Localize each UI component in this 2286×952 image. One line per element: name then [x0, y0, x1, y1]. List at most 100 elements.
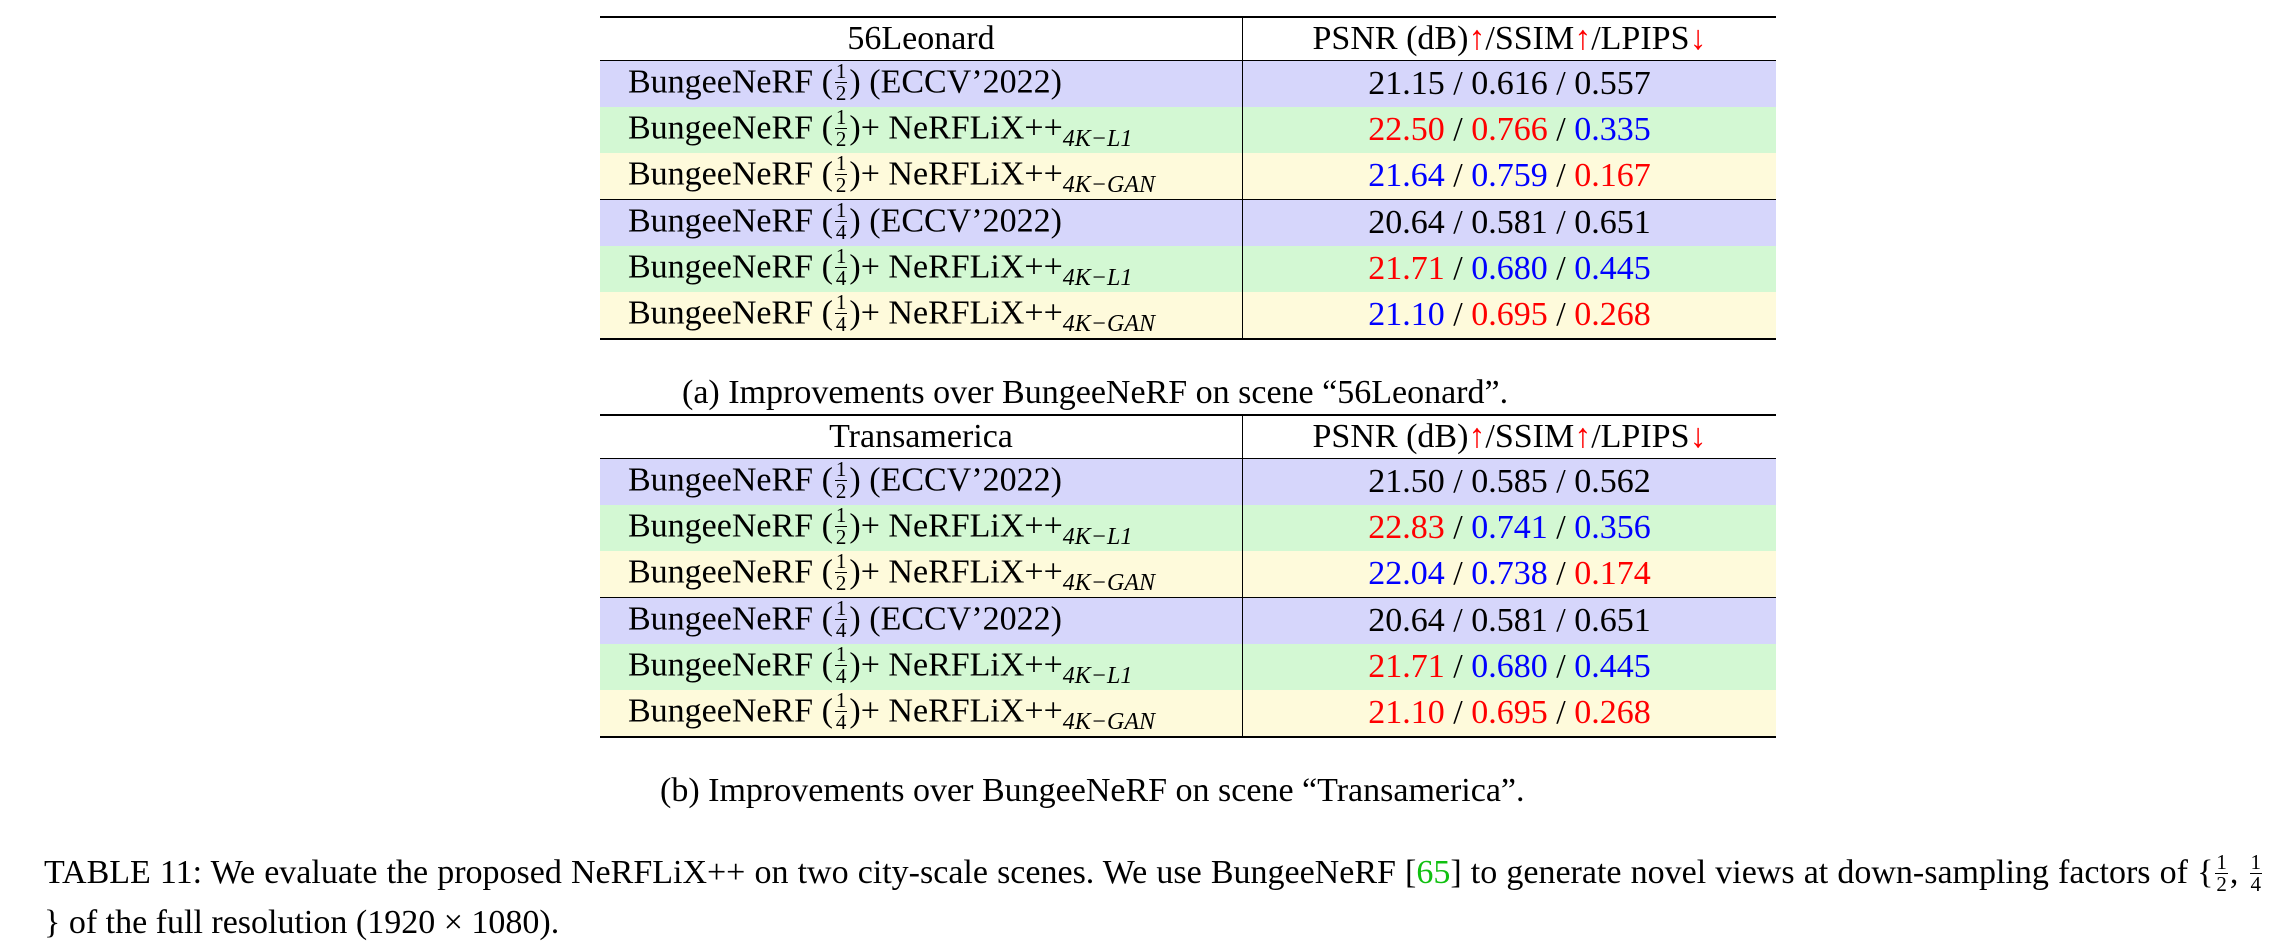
ssim-header-label: /SSIM	[1485, 20, 1575, 57]
citation-link[interactable]: 65	[1416, 854, 1451, 891]
fraction-denominator: 2	[835, 80, 847, 105]
lpips-header-label: /LPIPS	[1591, 418, 1690, 455]
metrics-cell: 22.50 / 0.766 / 0.335	[1242, 107, 1776, 153]
lpips-value: 0.445	[1574, 648, 1651, 685]
ssim-value: 0.585	[1471, 463, 1548, 500]
metrics-cell: 21.64 / 0.759 / 0.167	[1242, 153, 1776, 200]
metrics-cell: 21.10 / 0.695 / 0.268	[1242, 292, 1776, 340]
method-subscript: 4K−GAN	[1062, 708, 1155, 735]
caption-text-1: We evaluate the proposed NeRFLiX++ on tw…	[202, 854, 1417, 891]
method-prefix: BungeeNeRF (	[628, 293, 833, 331]
ssim-value: 0.759	[1471, 157, 1548, 194]
lpips-value: 0.174	[1574, 555, 1651, 592]
lpips-value: 0.557	[1574, 65, 1651, 102]
down-arrow-icon: ↓	[1689, 418, 1707, 455]
fraction-denominator: 2	[835, 524, 847, 549]
fraction-numerator: 1	[834, 243, 848, 268]
fraction-numerator: 1	[2249, 849, 2263, 874]
metrics-cell: 21.15 / 0.616 / 0.557	[1242, 60, 1776, 107]
fraction-denominator: 2	[835, 570, 847, 595]
metrics-cell: 22.04 / 0.738 / 0.174	[1242, 551, 1776, 598]
psnr-value: 22.50	[1368, 111, 1445, 148]
fraction-numerator: 1	[2215, 849, 2228, 874]
method-subscript: 4K−GAN	[1062, 310, 1155, 337]
method-prefix: BungeeNeRF (	[628, 506, 833, 544]
psnr-value: 21.10	[1368, 296, 1445, 333]
method-prefix: BungeeNeRF (	[628, 154, 833, 192]
table-row: BungeeNeRF (1 4) (ECCV’2022) 20.64 / 0.581…	[600, 597, 1776, 644]
ssim-value: 0.616	[1471, 65, 1548, 102]
table-caption: TABLE 11: We evaluate the proposed NeRFL…	[44, 848, 2264, 948]
results-table-transamerica: Transamerica PSNR (dB)↑/SSIM↑/LPIPS↓ Bun…	[600, 414, 1776, 738]
method-cell: BungeeNeRF (1 2) (ECCV’2022)	[600, 458, 1243, 506]
method-suffix: )+ NeRFLiX++	[849, 293, 1063, 331]
psnr-value: 21.64	[1368, 157, 1445, 194]
method-suffix: ) (ECCV’2022)	[849, 201, 1062, 239]
fraction-denominator: 2	[835, 172, 847, 197]
fraction-numerator: 1	[834, 687, 848, 712]
psnr-value: 21.71	[1368, 648, 1445, 685]
method-cell: BungeeNeRF (1 4)+ NeRFLiX++4K−GAN	[600, 687, 1243, 738]
subcaption-b: (b) Improvements over BungeeNeRF on scen…	[660, 772, 1525, 809]
fraction-numerator: 1	[834, 58, 848, 83]
method-prefix: BungeeNeRF (	[628, 599, 833, 637]
ssim-value: 0.695	[1471, 296, 1548, 333]
down-arrow-icon: ↓	[1689, 20, 1707, 57]
up-arrow-icon: ↑	[1574, 418, 1592, 455]
fraction-denominator: 2	[835, 126, 847, 151]
table-row: BungeeNeRF (1 4)+ NeRFLiX++4K−GAN 21.10 / …	[600, 687, 1776, 738]
method-subscript: 4K−L1	[1062, 523, 1133, 550]
method-cell: BungeeNeRF (1 2)+ NeRFLiX++4K−GAN	[600, 152, 1243, 200]
table-row: BungeeNeRF (1 2) (ECCV’2022) 21.50 / 0.585…	[600, 458, 1776, 506]
method-prefix: BungeeNeRF (	[628, 552, 833, 590]
method-subscript: 4K−L1	[1062, 662, 1133, 689]
psnr-value: 20.64	[1368, 204, 1445, 241]
scene-header: Transamerica	[600, 414, 1243, 459]
table-row: BungeeNeRF (1 2)+ NeRFLiX++4K−L1 22.50 / 0…	[600, 106, 1776, 153]
lpips-value: 0.268	[1574, 296, 1651, 333]
method-cell: BungeeNeRF (1 4)+ NeRFLiX++4K−GAN	[600, 291, 1243, 340]
psnr-header-label: PSNR (dB)	[1312, 20, 1469, 57]
method-suffix: ) (ECCV’2022)	[849, 599, 1062, 637]
fraction-denominator: 4	[2250, 871, 2262, 896]
up-arrow-icon: ↑	[1468, 418, 1486, 455]
psnr-value: 22.83	[1368, 509, 1445, 546]
fraction-denominator: 4	[835, 617, 847, 642]
method-suffix: )+ NeRFLiX++	[849, 154, 1063, 192]
method-suffix: )+ NeRFLiX++	[849, 645, 1063, 683]
method-cell: BungeeNeRF (1 4) (ECCV’2022)	[600, 597, 1243, 644]
lpips-value: 0.445	[1574, 250, 1651, 287]
scene-header: 56Leonard	[600, 16, 1243, 61]
table-row: BungeeNeRF (1 2)+ NeRFLiX++4K−GAN 21.64 / …	[600, 152, 1776, 200]
metrics-cell: 21.71 / 0.680 / 0.445	[1242, 644, 1776, 690]
ssim-value: 0.695	[1471, 694, 1548, 731]
psnr-value: 21.71	[1368, 250, 1445, 287]
table-label: TABLE 11:	[44, 854, 203, 891]
lpips-header-label: /LPIPS	[1591, 20, 1690, 57]
method-cell: BungeeNeRF (1 2)+ NeRFLiX++4K−L1	[600, 106, 1243, 153]
fraction-numerator: 1	[834, 641, 848, 666]
psnr-value: 22.04	[1368, 555, 1445, 592]
ssim-value: 0.680	[1471, 250, 1548, 287]
caption-separator: ,	[2229, 854, 2248, 891]
table-header-row: Transamerica PSNR (dB)↑/SSIM↑/LPIPS↓	[600, 414, 1776, 459]
method-cell: BungeeNeRF (1 2)+ NeRFLiX++4K−GAN	[600, 550, 1243, 598]
fraction-numerator: 1	[834, 197, 848, 222]
lpips-value: 0.268	[1574, 694, 1651, 731]
fraction-denominator: 2	[2216, 871, 2227, 896]
ssim-header-label: /SSIM	[1485, 418, 1575, 455]
fraction-denominator: 4	[835, 265, 847, 290]
ssim-value: 0.766	[1471, 111, 1548, 148]
ssim-value: 0.738	[1471, 555, 1548, 592]
